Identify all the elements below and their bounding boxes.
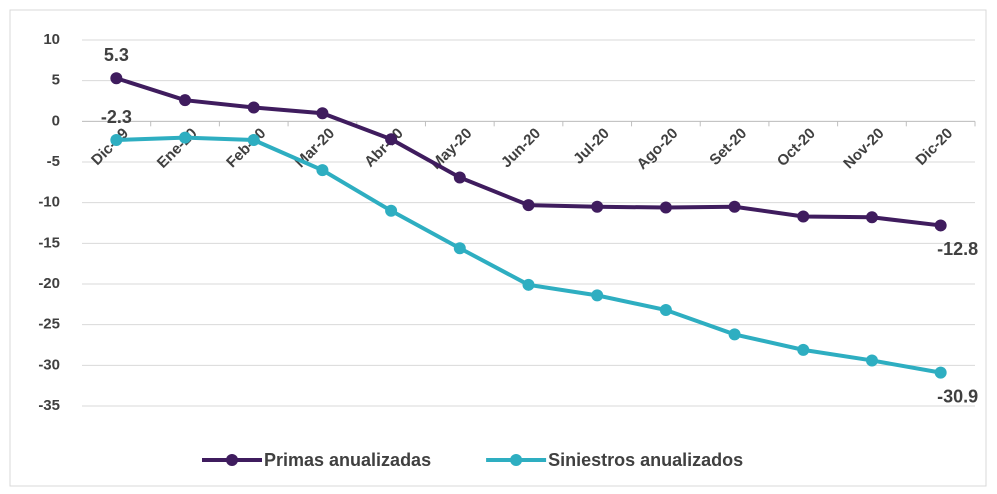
data-point bbox=[591, 200, 604, 213]
data-point bbox=[728, 200, 741, 213]
data-point bbox=[453, 242, 466, 255]
data-point bbox=[728, 328, 741, 341]
data-point bbox=[659, 304, 672, 317]
data-label: -12.8 bbox=[937, 239, 978, 259]
data-point bbox=[522, 199, 535, 212]
data-point bbox=[247, 101, 260, 114]
y-tick-label: -25 bbox=[38, 316, 60, 333]
data-point bbox=[179, 94, 192, 107]
data-point bbox=[179, 131, 192, 144]
y-tick-label: -20 bbox=[38, 275, 60, 292]
series: 5.3 -12.8 -2.3 -30.9 bbox=[101, 45, 978, 406]
data-point bbox=[934, 366, 947, 379]
y-tick-label: 10 bbox=[43, 31, 60, 48]
y-tick-label: 5 bbox=[52, 72, 60, 89]
y-tick-label: -30 bbox=[38, 356, 60, 373]
data-point bbox=[865, 354, 878, 367]
legend-marker bbox=[510, 454, 523, 466]
data-point bbox=[659, 201, 672, 214]
y-tick-label: -5 bbox=[47, 153, 60, 170]
data-label: -30.9 bbox=[937, 386, 978, 406]
data-point bbox=[797, 210, 810, 223]
data-point bbox=[316, 107, 329, 120]
chart-border bbox=[9, 9, 987, 487]
data-point bbox=[591, 289, 604, 302]
legend-label: Siniestros anualizados bbox=[548, 450, 743, 470]
legend: Primas anualizadas Siniestros anualizados bbox=[202, 450, 743, 470]
data-point bbox=[385, 133, 398, 146]
data-point bbox=[110, 72, 123, 85]
y-tick-label: -10 bbox=[38, 194, 60, 211]
data-point bbox=[797, 343, 810, 356]
data-point bbox=[385, 204, 398, 217]
data-point bbox=[247, 134, 260, 147]
legend-marker bbox=[226, 454, 238, 466]
data-point bbox=[453, 171, 466, 184]
y-tick-label: -35 bbox=[38, 397, 60, 414]
data-point bbox=[316, 164, 329, 177]
data-point bbox=[865, 211, 878, 224]
data-label: -2.3 bbox=[101, 107, 132, 127]
data-point bbox=[110, 134, 123, 147]
y-tick-label: 0 bbox=[52, 112, 60, 129]
data-label: 5.3 bbox=[104, 45, 129, 65]
data-point bbox=[934, 219, 947, 232]
data-point bbox=[522, 278, 535, 291]
y-tick-label: -15 bbox=[38, 234, 60, 251]
legend-label: Primas anualizadas bbox=[264, 450, 431, 470]
